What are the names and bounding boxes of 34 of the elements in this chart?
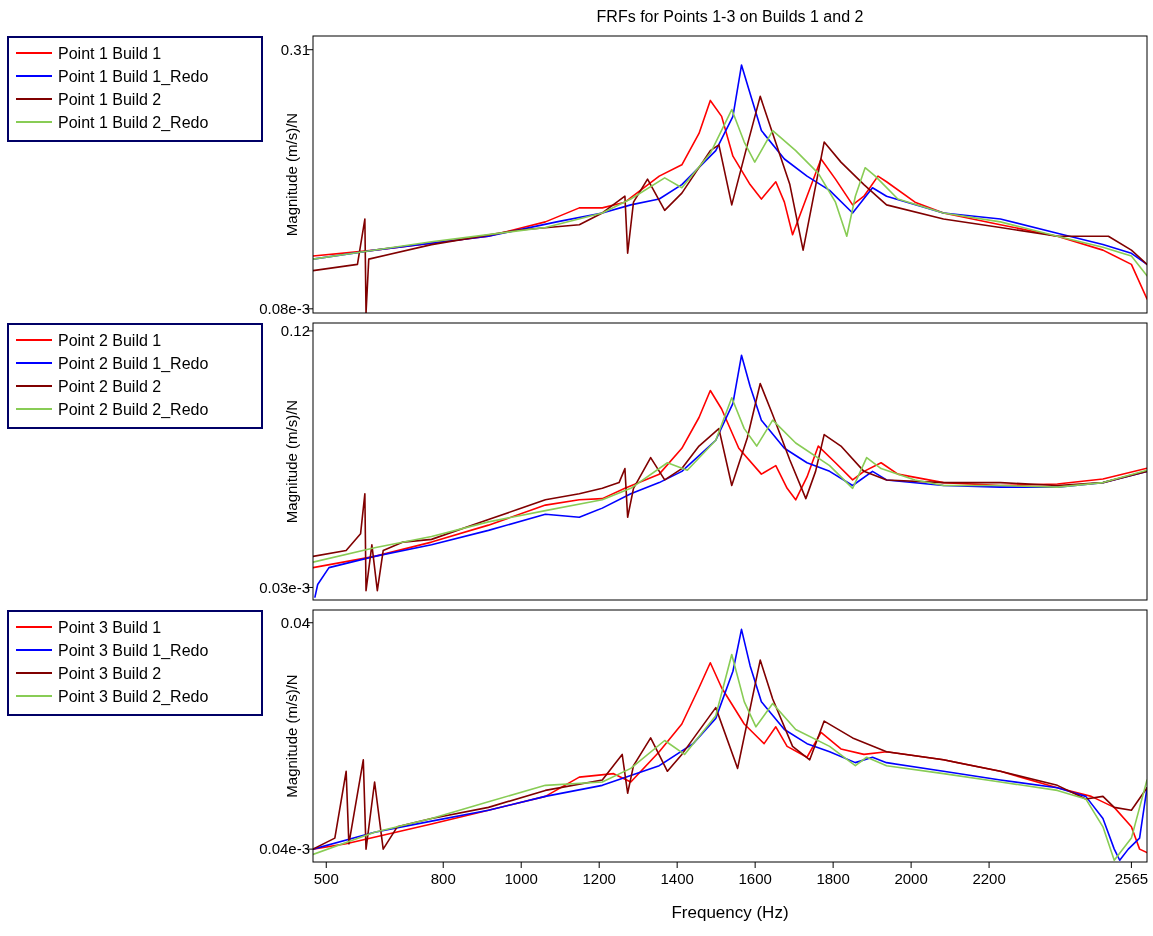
legend-label: Point 2 Build 2_Redo: [58, 400, 209, 419]
x-tick-label: 2000: [894, 870, 928, 887]
chart-title: FRFs for Points 1-3 on Builds 1 and 2: [596, 8, 864, 25]
y-tick-label: 0.04e-3: [259, 840, 310, 858]
x-tick-label: 1800: [816, 870, 850, 887]
y-tick-label: 0.08e-3: [259, 300, 310, 318]
y-tick-label: 0.31: [280, 40, 310, 58]
y-axis-title: Magnitude (m/s)/N: [283, 112, 300, 237]
legend-label: Point 3 Build 1: [58, 618, 162, 636]
legend-label: Point 1 Build 1_Redo: [58, 67, 209, 86]
x-tick-label: 800: [430, 870, 456, 887]
y-tick-label: 0.04: [280, 613, 310, 631]
legend-label: Point 1 Build 2_Redo: [58, 113, 209, 132]
x-tick-label: 1400: [660, 870, 694, 887]
y-tick-label: 0.03e-3: [259, 578, 310, 596]
legend-label: Point 3 Build 2: [58, 664, 162, 682]
legend-label: Point 3 Build 1_Redo: [58, 641, 209, 660]
x-tick-label: 2200: [972, 870, 1006, 887]
legend-label: Point 2 Build 1_Redo: [58, 354, 209, 373]
legend-label: Point 1 Build 2: [58, 90, 162, 108]
x-tick-label: 1200: [582, 870, 616, 887]
legend-label: Point 1 Build 1: [58, 44, 162, 62]
x-tick-label: 500: [313, 870, 339, 887]
x-tick-label: 1000: [504, 870, 538, 887]
x-axis-title: Frequency (Hz): [671, 903, 789, 922]
x-tick-label: 1600: [738, 870, 772, 887]
y-axis-title: Magnitude (m/s)/N: [283, 674, 300, 798]
legend-label: Point 3 Build 2_Redo: [58, 687, 209, 706]
x-tick-label: 2565: [1114, 870, 1149, 887]
y-tick-label: 0.12: [280, 322, 310, 340]
y-axis-title: Magnitude (m/s)/N: [283, 399, 300, 524]
legend-label: Point 2 Build 1: [58, 331, 162, 349]
legend-label: Point 2 Build 2: [58, 377, 162, 395]
line-series: [313, 108, 1147, 277]
